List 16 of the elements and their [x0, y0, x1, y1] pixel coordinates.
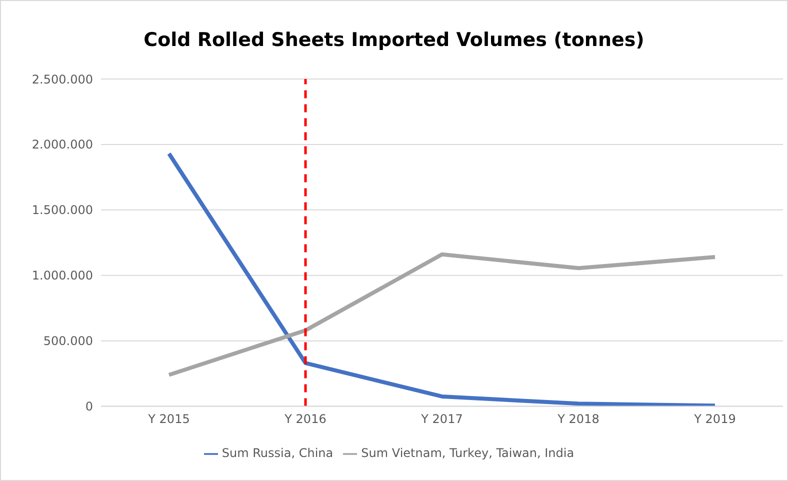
- x-tick-label: Y 2018: [556, 412, 600, 426]
- x-tick-label: Y 2016: [284, 412, 326, 426]
- legend-label: Sum Vietnam, Turkey, Taiwan, India: [361, 446, 574, 460]
- x-tick-label: Y 2015: [147, 412, 190, 426]
- y-tick-label: 1.000.000: [32, 268, 93, 283]
- chart-title: Cold Rolled Sheets Imported Volumes (tonnes): [142, 29, 646, 51]
- y-tick-label: 2.000.000: [32, 138, 93, 152]
- y-tick-label: 500.000: [43, 334, 93, 348]
- legend-label: Sum Russia, China: [222, 446, 334, 460]
- line-series: [167, 252, 717, 377]
- line-series: [167, 152, 717, 406]
- y-tick-label: 2.500.000: [32, 72, 93, 86]
- x-tick-label: Y 2019: [693, 412, 736, 426]
- y-tick-label: 1.500.000: [32, 203, 93, 218]
- y-tick-label: 0: [85, 400, 93, 414]
- x-tick-label: Y 2017: [420, 412, 463, 426]
